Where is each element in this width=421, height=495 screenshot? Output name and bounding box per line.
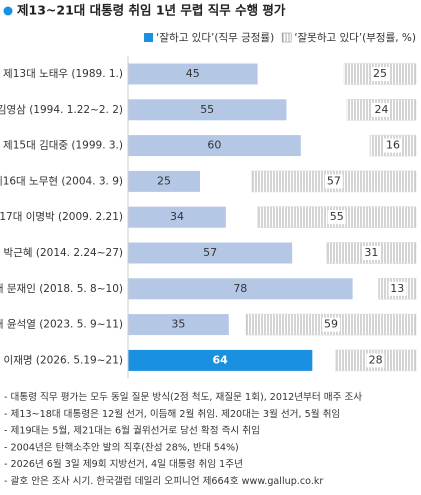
y-tick-label: 제14대 김영삼 (1994. 1.22~2. 2) xyxy=(0,104,123,116)
value-label: 13 xyxy=(390,282,404,295)
legend-swatch xyxy=(144,33,154,42)
chart-title: 제13~21대 대통령 취임 1년 무렵 직무 수행 평가 xyxy=(17,3,286,18)
y-tick-label: 제21대 이재명 (2026. 5.19~21) xyxy=(0,354,123,366)
value-label: 28 xyxy=(369,353,383,366)
value-label: 57 xyxy=(327,174,341,187)
value-label-bg xyxy=(372,102,391,117)
legend-label: ‘잘하고 있다’(직무 긍정률) xyxy=(156,31,274,44)
value-label: 55 xyxy=(330,210,344,223)
note: - 2026년 6월 3일 제9회 지방선거, 4일 대통령 취임 1주년 xyxy=(4,458,243,470)
value-label: 34 xyxy=(170,210,184,223)
title-bullet xyxy=(3,6,13,16)
value-label-bg xyxy=(388,281,407,296)
value-label: 45 xyxy=(186,67,200,80)
bar-positive xyxy=(128,63,258,85)
y-tick-label: 제18대 박근혜 (2014. 2.24~27) xyxy=(0,247,123,259)
y-tick-label: 제13대 노태우 (1989. 1.) xyxy=(3,68,123,80)
y-tick-label: 제16대 노무현 (2004. 3. 9) xyxy=(0,175,123,187)
note: - 제19대는 5월, 제21대는 6월 궐위선거로 당선 확정 즉시 취임 xyxy=(4,425,260,437)
value-label: 16 xyxy=(386,139,400,152)
value-label: 55 xyxy=(200,103,214,116)
value-label-bg xyxy=(366,353,385,368)
bar-positive xyxy=(128,206,226,228)
value-label: 57 xyxy=(203,246,217,259)
value-label: 64 xyxy=(213,353,229,366)
bar-positive xyxy=(128,99,287,121)
note: - 2004년은 탄핵소추안 발의 직후(찬성 28%, 반대 54%) xyxy=(4,441,239,453)
note: - 대통령 직무 평가는 모두 동일 질문 방식(2점 척도, 재질문 1회),… xyxy=(4,391,362,403)
bar-positive xyxy=(128,135,301,157)
legend-swatch xyxy=(281,32,292,43)
legend-label: ‘잘못하고 있다’(부정률, %) xyxy=(294,31,416,44)
value-label-bg xyxy=(324,174,343,189)
value-label: 31 xyxy=(364,246,378,259)
y-tick-label: 제19대 문재인 (2018. 5. 8~10) xyxy=(0,283,123,295)
bar-positive xyxy=(128,170,200,192)
value-label: 24 xyxy=(374,103,388,116)
bar-positive xyxy=(128,278,353,300)
value-label-bg xyxy=(383,138,402,153)
value-label: 59 xyxy=(324,318,338,331)
value-label-bg xyxy=(371,67,389,81)
value-label: 25 xyxy=(157,174,171,187)
bar-positive xyxy=(128,242,293,264)
y-tick-label: 제15대 김대중 (1999. 3.) xyxy=(3,140,123,152)
value-label: 25 xyxy=(373,67,387,80)
value-label-bg xyxy=(362,246,381,260)
value-label: 60 xyxy=(207,139,221,152)
note: - 괄호 안은 조사 시기. 한국갤럽 데일리 오피니언 제664호 www.g… xyxy=(4,475,323,487)
value-label-bg xyxy=(327,210,346,225)
value-label: 35 xyxy=(171,318,185,331)
value-label: 78 xyxy=(233,282,247,295)
value-label-bg xyxy=(322,317,341,332)
y-tick-label: 제17대 이명박 (2009. 2.21) xyxy=(0,211,123,223)
bar-positive xyxy=(128,349,313,371)
note: - 제13~18대 대통령은 12월 선거, 이듬해 2월 취임. 제20대는 … xyxy=(4,408,340,420)
bar-positive xyxy=(128,314,229,336)
y-tick-label: 제20대 윤석열 (2023. 5. 9~11) xyxy=(0,319,123,331)
